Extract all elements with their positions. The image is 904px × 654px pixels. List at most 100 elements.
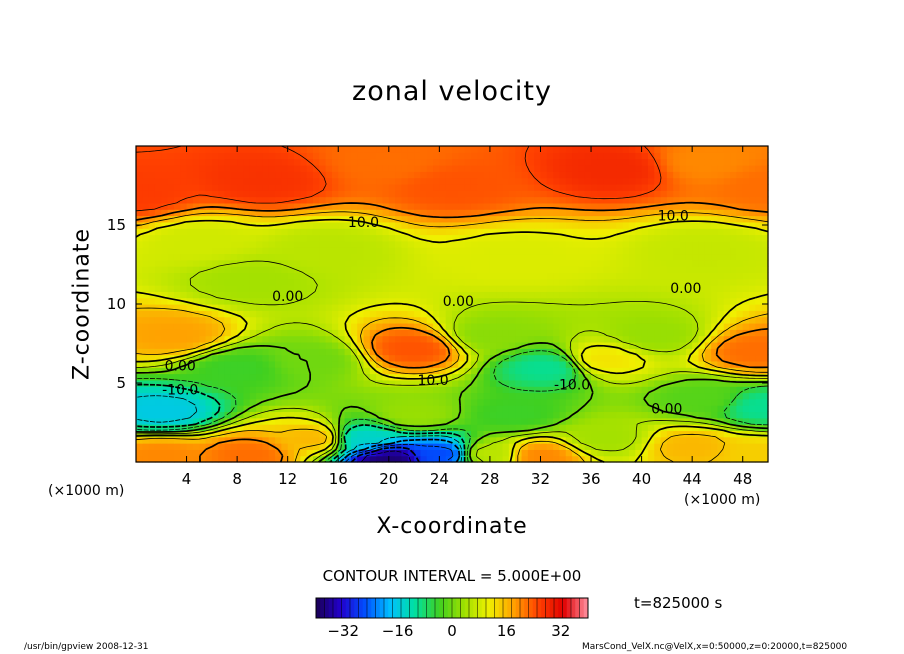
- field-cell: [755, 436, 763, 444]
- field-cell: [420, 417, 428, 425]
- field-cell: [534, 341, 542, 349]
- field-cell: [673, 152, 681, 160]
- field-cell: [350, 266, 358, 273]
- field-cell: [647, 316, 655, 324]
- field-cell: [477, 196, 485, 204]
- field-cell: [281, 373, 289, 381]
- field-cell: [249, 449, 257, 457]
- field-cell: [755, 335, 763, 343]
- field-cell: [660, 291, 668, 299]
- field-cell: [502, 367, 510, 375]
- field-cell: [395, 190, 403, 198]
- field-cell: [306, 209, 314, 217]
- field-cell: [192, 278, 200, 286]
- field-cell: [414, 316, 421, 324]
- field-cell: [420, 348, 428, 356]
- field-cell: [755, 202, 763, 210]
- field-cell: [647, 234, 655, 242]
- field-cell: [205, 177, 213, 185]
- field-cell: [464, 164, 472, 172]
- field-cell: [730, 278, 737, 286]
- field-cell: [647, 291, 655, 299]
- field-cell: [407, 354, 415, 362]
- field-cell: [654, 234, 662, 242]
- field-cell: [534, 171, 542, 179]
- field-cell: [660, 253, 668, 261]
- field-cell: [660, 146, 668, 153]
- field-cell: [268, 228, 276, 236]
- field-cell: [508, 405, 516, 413]
- field-cell: [192, 392, 200, 400]
- field-cell: [205, 285, 213, 292]
- field-cell: [603, 171, 611, 179]
- field-cell: [477, 215, 485, 223]
- field-cell: [704, 329, 712, 337]
- field-cell: [312, 360, 320, 368]
- field-cell: [319, 228, 327, 236]
- field-cell: [578, 177, 586, 185]
- field-cell: [300, 322, 308, 330]
- field-cell: [502, 449, 510, 457]
- field-cell: [312, 177, 320, 185]
- field-cell: [376, 398, 384, 406]
- field-cell: [559, 367, 567, 375]
- field-cell: [287, 398, 295, 406]
- field-cell: [319, 253, 327, 261]
- field-cell: [363, 398, 371, 406]
- field-cell: [723, 335, 731, 343]
- field-cell: [755, 196, 763, 204]
- field-cell: [641, 348, 649, 356]
- field-cell: [136, 386, 143, 394]
- field-cell: [565, 392, 573, 400]
- field-cell: [420, 373, 428, 381]
- field-cell: [192, 171, 200, 179]
- field-cell: [249, 259, 257, 267]
- field-cell: [591, 215, 598, 223]
- field-cell: [148, 322, 156, 330]
- field-cell: [249, 310, 257, 318]
- field-cell: [470, 304, 478, 311]
- field-cell: [591, 183, 598, 191]
- field-cell: [154, 455, 162, 463]
- field-cell: [262, 449, 270, 457]
- field-cell: [508, 215, 516, 223]
- field-cell: [420, 291, 428, 299]
- field-cell: [350, 259, 358, 267]
- field-cell: [458, 253, 466, 261]
- field-cell: [483, 240, 491, 248]
- field-cell: [414, 322, 421, 330]
- field-cell: [161, 247, 169, 255]
- field-cell: [338, 146, 346, 153]
- field-cell: [300, 234, 308, 242]
- field-cell: [154, 329, 162, 337]
- field-cell: [559, 202, 567, 210]
- field-cell: [666, 373, 674, 381]
- field-cell: [470, 424, 478, 431]
- field-cell: [496, 310, 504, 318]
- field-cell: [692, 259, 700, 267]
- field-cell: [136, 304, 143, 311]
- field-cell: [192, 190, 200, 198]
- field-cell: [237, 171, 245, 179]
- field-cell: [420, 449, 428, 457]
- field-cell: [281, 152, 289, 160]
- field-cell: [464, 392, 472, 400]
- field-cell: [622, 411, 630, 419]
- field-cell: [452, 373, 459, 381]
- field-cell: [167, 455, 175, 463]
- field-cell: [692, 158, 700, 166]
- field-cell: [489, 152, 497, 160]
- field-cell: [382, 152, 390, 160]
- field-cell: [148, 177, 156, 185]
- field-cell: [167, 158, 175, 166]
- field-cell: [597, 202, 605, 210]
- field-cell: [256, 240, 263, 248]
- field-cell: [742, 360, 750, 368]
- field-cell: [148, 449, 156, 457]
- field-cell: [628, 322, 636, 330]
- field-cell: [749, 430, 756, 438]
- field-cell: [268, 322, 276, 330]
- field-cell: [755, 291, 763, 299]
- field-cell: [426, 253, 434, 261]
- field-cell: [350, 316, 358, 324]
